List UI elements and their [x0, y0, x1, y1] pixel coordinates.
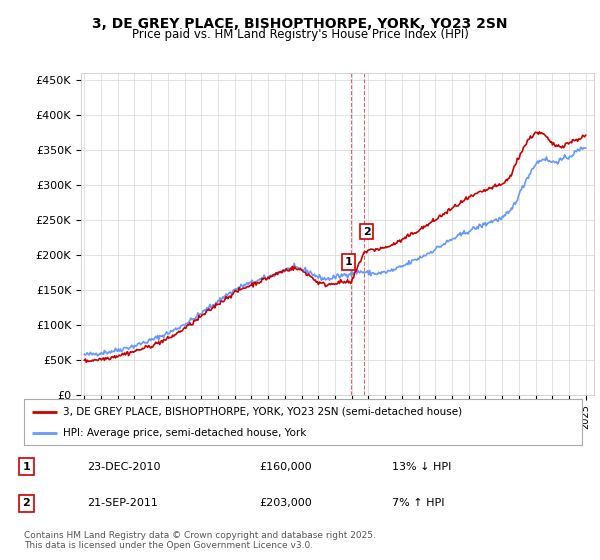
Text: 23-DEC-2010: 23-DEC-2010 — [87, 462, 160, 472]
Text: Contains HM Land Registry data © Crown copyright and database right 2025.
This d: Contains HM Land Registry data © Crown c… — [24, 531, 376, 550]
Text: £203,000: £203,000 — [260, 498, 313, 508]
Text: 1: 1 — [23, 462, 30, 472]
Text: 1: 1 — [344, 257, 352, 267]
Text: 21-SEP-2011: 21-SEP-2011 — [87, 498, 158, 508]
Text: 13% ↓ HPI: 13% ↓ HPI — [392, 462, 452, 472]
Text: 2: 2 — [363, 227, 371, 237]
Text: £160,000: £160,000 — [260, 462, 313, 472]
Text: 7% ↑ HPI: 7% ↑ HPI — [392, 498, 445, 508]
Text: 3, DE GREY PLACE, BISHOPTHORPE, YORK, YO23 2SN: 3, DE GREY PLACE, BISHOPTHORPE, YORK, YO… — [92, 17, 508, 31]
Text: 2: 2 — [23, 498, 30, 508]
Text: Price paid vs. HM Land Registry's House Price Index (HPI): Price paid vs. HM Land Registry's House … — [131, 28, 469, 41]
Text: HPI: Average price, semi-detached house, York: HPI: Average price, semi-detached house,… — [63, 428, 307, 438]
Text: 3, DE GREY PLACE, BISHOPTHORPE, YORK, YO23 2SN (semi-detached house): 3, DE GREY PLACE, BISHOPTHORPE, YORK, YO… — [63, 407, 462, 417]
